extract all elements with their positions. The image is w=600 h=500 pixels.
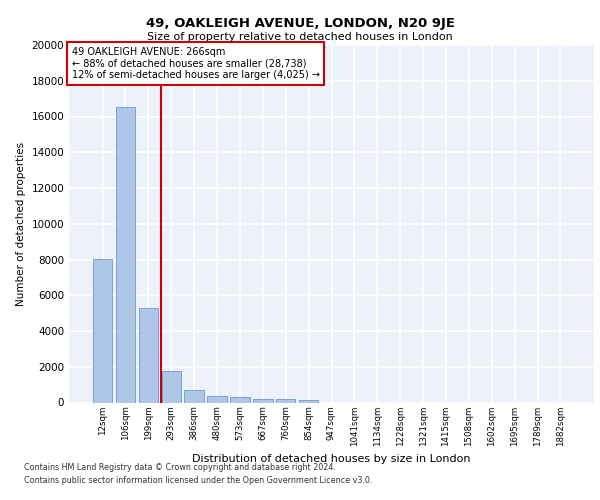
Text: Size of property relative to detached houses in London: Size of property relative to detached ho… bbox=[147, 32, 453, 42]
Bar bbox=[208, 396, 227, 402]
Bar bbox=[184, 390, 204, 402]
Text: 49 OAKLEIGH AVENUE: 266sqm
← 88% of detached houses are smaller (28,738)
12% of : 49 OAKLEIGH AVENUE: 266sqm ← 88% of deta… bbox=[71, 47, 320, 80]
Bar bbox=[276, 400, 295, 402]
Bar bbox=[299, 400, 319, 402]
Text: 49, OAKLEIGH AVENUE, LONDON, N20 9JE: 49, OAKLEIGH AVENUE, LONDON, N20 9JE bbox=[146, 18, 455, 30]
Bar bbox=[253, 398, 272, 402]
Bar bbox=[93, 258, 112, 402]
Bar bbox=[161, 371, 181, 402]
Bar bbox=[230, 398, 250, 402]
X-axis label: Distribution of detached houses by size in London: Distribution of detached houses by size … bbox=[192, 454, 471, 464]
Text: Contains HM Land Registry data © Crown copyright and database right 2024.: Contains HM Land Registry data © Crown c… bbox=[24, 462, 336, 471]
Bar bbox=[116, 106, 135, 403]
Y-axis label: Number of detached properties: Number of detached properties bbox=[16, 142, 26, 306]
Bar bbox=[139, 308, 158, 402]
Text: Contains public sector information licensed under the Open Government Licence v3: Contains public sector information licen… bbox=[24, 476, 373, 485]
